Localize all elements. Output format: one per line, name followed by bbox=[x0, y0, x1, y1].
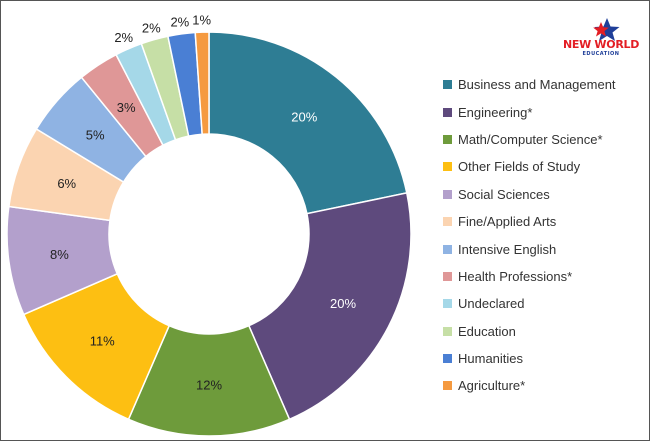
slice-label-2: 12% bbox=[196, 378, 222, 393]
legend-item-1: Engineering* bbox=[443, 98, 616, 125]
slice-0 bbox=[208, 31, 408, 215]
slice-label-5: 6% bbox=[57, 176, 76, 191]
star-icon bbox=[593, 18, 620, 41]
legend-label: Humanities bbox=[458, 351, 524, 367]
slice-label-6: 5% bbox=[86, 127, 105, 142]
slice-label-8: 2% bbox=[114, 30, 133, 45]
legend-label: Engineering* bbox=[458, 104, 533, 120]
legend-swatch bbox=[443, 381, 452, 391]
legend-item-9: Education bbox=[443, 318, 616, 345]
legend-swatch bbox=[443, 271, 452, 281]
chart-legend: Business and Management Engineering* Math/… bbox=[443, 71, 616, 400]
slice-label-0: 20% bbox=[291, 109, 317, 124]
slice-label-4: 8% bbox=[50, 247, 69, 262]
slice-1 bbox=[247, 192, 411, 421]
legend-swatch bbox=[443, 134, 452, 144]
legend-item-4: Social Sciences bbox=[443, 181, 616, 208]
legend-item-10: Humanities bbox=[443, 345, 616, 372]
slice-label-3: 11% bbox=[90, 333, 115, 348]
legend-swatch bbox=[443, 326, 452, 336]
slice-11 bbox=[194, 31, 210, 136]
slice-label-10: 2% bbox=[170, 14, 189, 29]
legend-label: Health Professions* bbox=[458, 268, 573, 284]
legend-item-8: Undeclared bbox=[443, 290, 616, 317]
legend-label: Math/Computer Science* bbox=[458, 131, 603, 147]
legend-label: Undeclared bbox=[458, 296, 525, 312]
slice-label-1: 20% bbox=[330, 296, 356, 311]
legend-swatch bbox=[443, 189, 452, 199]
legend-swatch bbox=[443, 162, 452, 172]
legend-label: Business and Management bbox=[458, 77, 616, 93]
slice-label-7: 3% bbox=[117, 100, 136, 115]
legend-item-7: Health Professions* bbox=[443, 263, 616, 290]
legend-item-0: Business and Management bbox=[443, 71, 616, 98]
brand-logo: NEW WORLD EDUCATION bbox=[561, 17, 641, 61]
legend-item-11: Agriculture* bbox=[443, 372, 616, 399]
legend-swatch bbox=[443, 354, 452, 364]
legend-item-2: Math/Computer Science* bbox=[443, 126, 616, 153]
legend-item-5: Fine/Applied Arts bbox=[443, 208, 616, 235]
legend-swatch bbox=[443, 244, 452, 254]
donut-chart: 20%20%12%11%8%6%5%3%2%2% 2% 1% bbox=[6, 13, 411, 437]
legend-label: Agriculture* bbox=[458, 378, 526, 394]
legend-swatch bbox=[443, 80, 452, 90]
slice-label-11: 1% bbox=[192, 13, 211, 28]
legend-label: Social Sciences bbox=[458, 186, 550, 202]
legend-item-6: Intensive English bbox=[443, 235, 616, 262]
legend-swatch bbox=[443, 107, 452, 117]
legend-label: Fine/Applied Arts bbox=[458, 214, 557, 230]
legend-item-3: Other Fields of Study bbox=[443, 153, 616, 180]
slice-label-9: 2% bbox=[142, 20, 161, 35]
logo-text: NEW WORLD bbox=[562, 38, 640, 51]
logo-subtext: EDUCATION bbox=[582, 51, 620, 57]
legend-label: Education bbox=[458, 323, 516, 339]
legend-swatch bbox=[443, 299, 452, 309]
legend-label: Intensive English bbox=[458, 241, 557, 257]
legend-label: Other Fields of Study bbox=[458, 159, 581, 175]
legend-swatch bbox=[443, 217, 452, 227]
